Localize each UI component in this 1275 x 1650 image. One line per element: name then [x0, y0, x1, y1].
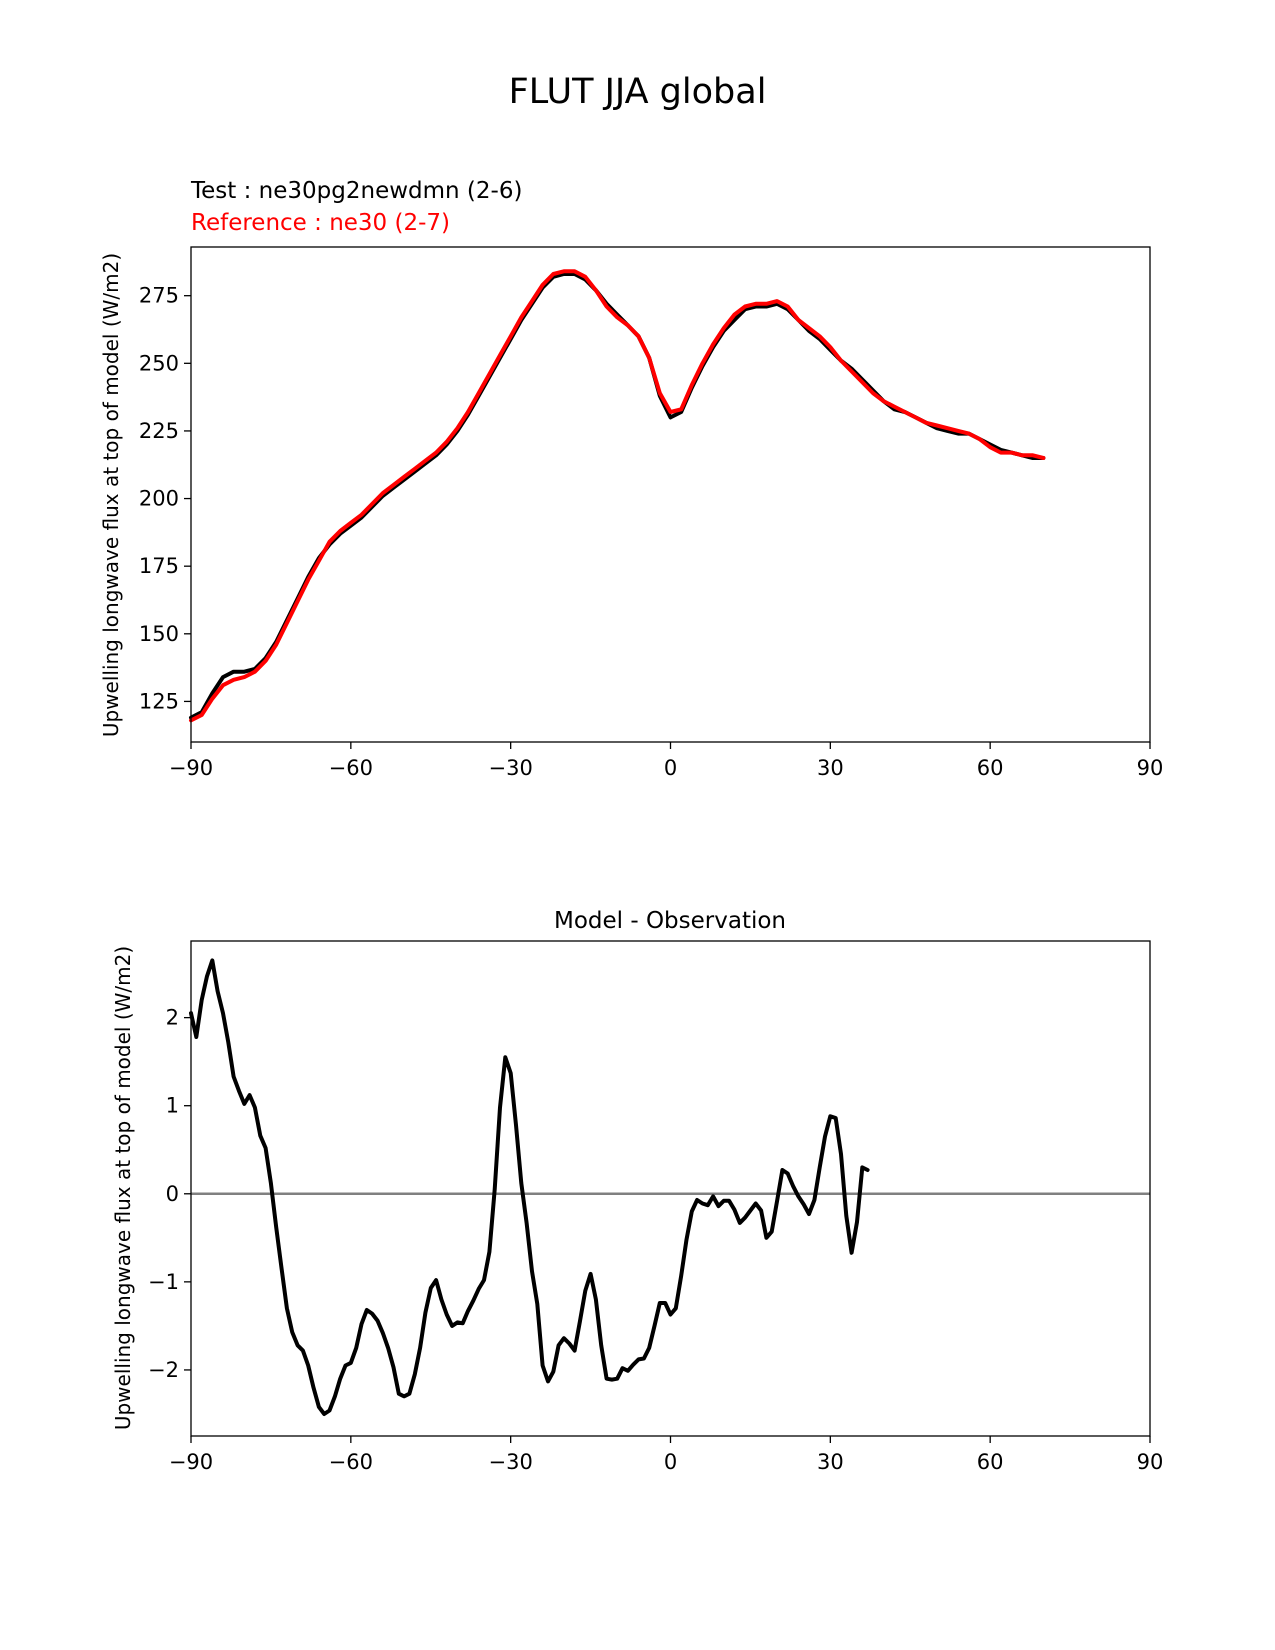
bottom-panel: Model - Observation Upwelling longwave f… — [111, 908, 1163, 1474]
x-tick-label: 30 — [817, 1450, 844, 1474]
x-tick-label: 0 — [664, 756, 677, 780]
y-tick-label: 200 — [139, 487, 179, 511]
top-y-axis-label: Upwelling longwave flux at top of model … — [99, 253, 123, 737]
reference-label: Reference : ne30 (2-7) — [191, 210, 450, 236]
x-tick-label: 30 — [817, 756, 844, 780]
bottom-x-ticks: −90 −60 −30 0 30 60 90 — [169, 1436, 1164, 1474]
y-tick-label: 0 — [166, 1182, 179, 1206]
test-label: Test : ne30pg2newdmn (2-6) — [190, 178, 522, 204]
bottom-y-axis-label: Upwelling longwave flux at top of model … — [111, 946, 135, 1430]
x-tick-label: −30 — [489, 1450, 533, 1474]
difference-series-line — [189, 958, 870, 1416]
top-panel: Test : ne30pg2newdmn (2-6) Reference : n… — [99, 178, 1163, 780]
y-tick-label: 1 — [166, 1094, 179, 1118]
y-tick-label: 150 — [139, 622, 179, 646]
test-series-line — [189, 272, 1046, 720]
x-tick-label: 0 — [664, 1450, 677, 1474]
bottom-plot-title: Model - Observation — [554, 908, 786, 934]
top-x-ticks: −90 −60 −30 0 30 60 90 — [169, 742, 1164, 780]
y-tick-label: −1 — [148, 1270, 179, 1294]
x-tick-label: 60 — [977, 756, 1004, 780]
y-tick-label: 250 — [139, 351, 179, 375]
y-tick-label: 125 — [139, 689, 179, 713]
x-tick-label: −90 — [169, 756, 213, 780]
x-tick-label: 60 — [977, 1450, 1004, 1474]
x-tick-label: 90 — [1137, 1450, 1164, 1474]
x-tick-label: −60 — [329, 1450, 373, 1474]
y-tick-label: 2 — [166, 1006, 179, 1030]
y-tick-label: 225 — [139, 419, 179, 443]
reference-series-line — [189, 269, 1046, 723]
top-y-ticks: 125 150 175 200 225 250 275 — [139, 284, 191, 713]
figure-title: FLUT JJA global — [508, 72, 767, 112]
top-series-lines — [189, 269, 1046, 723]
x-tick-label: −60 — [329, 756, 373, 780]
x-tick-label: −90 — [169, 1450, 213, 1474]
top-plot-frame — [190, 246, 1151, 743]
y-tick-label: 275 — [139, 284, 179, 308]
bottom-series-lines — [189, 958, 1150, 1416]
bottom-y-ticks: −2 −1 0 1 2 — [148, 1006, 191, 1382]
x-tick-label: −30 — [489, 756, 533, 780]
y-tick-label: 175 — [139, 554, 179, 578]
x-tick-label: 90 — [1137, 756, 1164, 780]
y-tick-label: −2 — [148, 1358, 179, 1382]
bottom-plot-frame — [190, 940, 1151, 1437]
